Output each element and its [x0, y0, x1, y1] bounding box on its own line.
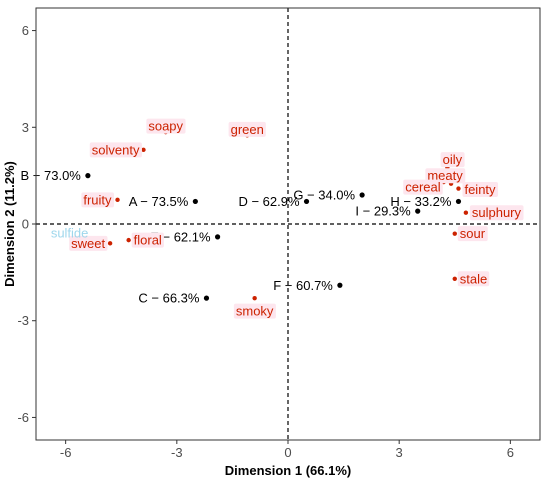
attribute-label-group: stale — [457, 271, 490, 287]
x-axis-title: Dimension 1 (66.1%) — [225, 463, 351, 478]
y-tick-label: 6 — [22, 23, 29, 38]
attribute-label-bg — [81, 192, 115, 208]
attribute-label-group: smoky — [233, 303, 276, 319]
sample-label: C − 66.3% — [138, 291, 200, 306]
attribute-point — [115, 197, 120, 203]
labels-layer: B − 73.0% A − 73.5% E − 62.1% C − 66.3% D − … — [21, 118, 524, 319]
attribute-label-group: sour — [457, 226, 488, 242]
attribute-label: meaty — [427, 168, 463, 183]
attribute-point — [463, 210, 469, 215]
points-layer — [85, 129, 469, 301]
sample-label: F − 60.7% — [273, 278, 333, 293]
attribute-label-group: cereal — [403, 179, 443, 195]
sample-label: D − 62.9% — [238, 194, 300, 209]
sample-label: I − 29.3% — [355, 204, 411, 219]
attribute-label-bg — [457, 271, 490, 287]
attribute-label-group: meaty — [425, 168, 466, 184]
attribute-label: green — [231, 122, 264, 137]
faint-label: sulfide — [51, 226, 89, 241]
attribute-point — [107, 241, 113, 246]
attribute-label: oily — [443, 152, 463, 167]
y-tick-label: 0 — [22, 217, 29, 232]
x-tick-label: -6 — [60, 445, 72, 460]
attribute-label-group: solventy — [89, 142, 142, 158]
sample-point — [415, 208, 421, 214]
attribute-label: sweet — [71, 236, 105, 251]
attribute-label-bg — [89, 142, 142, 158]
axes: -6 -3 0 3 6 -6 -3 0 3 6 — [17, 23, 514, 460]
attribute-label-bg — [457, 226, 488, 242]
attribute-point — [452, 276, 457, 282]
attribute-label-bg — [146, 118, 186, 134]
reference-lines — [36, 8, 540, 440]
attribute-label-bg — [69, 235, 108, 251]
attribute-label: soapy — [148, 119, 183, 134]
attribute-label-bg — [469, 205, 524, 221]
sample-point — [359, 192, 365, 198]
attribute-label-group: oily — [440, 152, 465, 168]
attribute-label: sulphury — [472, 205, 522, 220]
attribute-point — [456, 186, 461, 191]
y-axis-title: Dimension 2 (11.2%) — [2, 161, 17, 287]
attribute-label-bg — [425, 168, 466, 184]
attribute-label-bg — [131, 232, 164, 248]
x-tick-label: 3 — [396, 445, 403, 460]
sample-label: B − 73.0% — [21, 168, 82, 183]
attribute-point — [252, 295, 257, 301]
sample-label: A − 73.5% — [129, 194, 189, 209]
x-tick-label: -3 — [171, 445, 183, 460]
sample-label: G − 34.0% — [293, 187, 355, 202]
y-tick-label: 3 — [22, 120, 29, 135]
attribute-label: stale — [460, 271, 487, 286]
y-tick-label: -6 — [17, 410, 29, 425]
attribute-label-bg — [440, 152, 465, 168]
sample-label: E − 62.1% — [150, 229, 211, 244]
attribute-label: cereal — [405, 180, 441, 195]
attribute-label-bg — [403, 179, 443, 195]
attribute-label-group: fruity — [81, 192, 115, 208]
attribute-label-bg — [233, 303, 276, 319]
sample-point — [214, 234, 221, 240]
attribute-label: floral — [134, 233, 162, 248]
sample-point — [337, 282, 343, 288]
attribute-label-group: green — [228, 121, 266, 137]
attribute-point — [141, 147, 146, 153]
attribute-label-group: floral — [131, 232, 164, 248]
attribute-label-group: sulphury — [469, 205, 524, 221]
attribute-label-bg — [462, 182, 499, 198]
attribute-label-group: sweet — [69, 235, 108, 251]
y-tick-label: -3 — [17, 313, 29, 328]
attribute-point — [126, 237, 131, 243]
sample-point — [192, 198, 198, 205]
attribute-label: fruity — [83, 192, 112, 207]
sample-point — [303, 198, 310, 205]
sample-point — [85, 173, 91, 179]
attribute-label-group: feinty — [462, 182, 499, 198]
attribute-label-group: soapy — [146, 118, 186, 134]
x-tick-label: 0 — [284, 445, 291, 460]
attribute-label: feinty — [464, 182, 496, 197]
sample-point — [455, 198, 462, 205]
sample-label: H − 33.2% — [390, 194, 452, 209]
attribute-label-bg — [228, 121, 266, 137]
attribute-point — [452, 231, 457, 236]
attribute-label: solventy — [92, 142, 140, 157]
x-tick-label: 6 — [507, 445, 514, 460]
sample-point — [203, 295, 210, 301]
attribute-label: sour — [460, 226, 486, 241]
attribute-label: smoky — [236, 304, 274, 319]
